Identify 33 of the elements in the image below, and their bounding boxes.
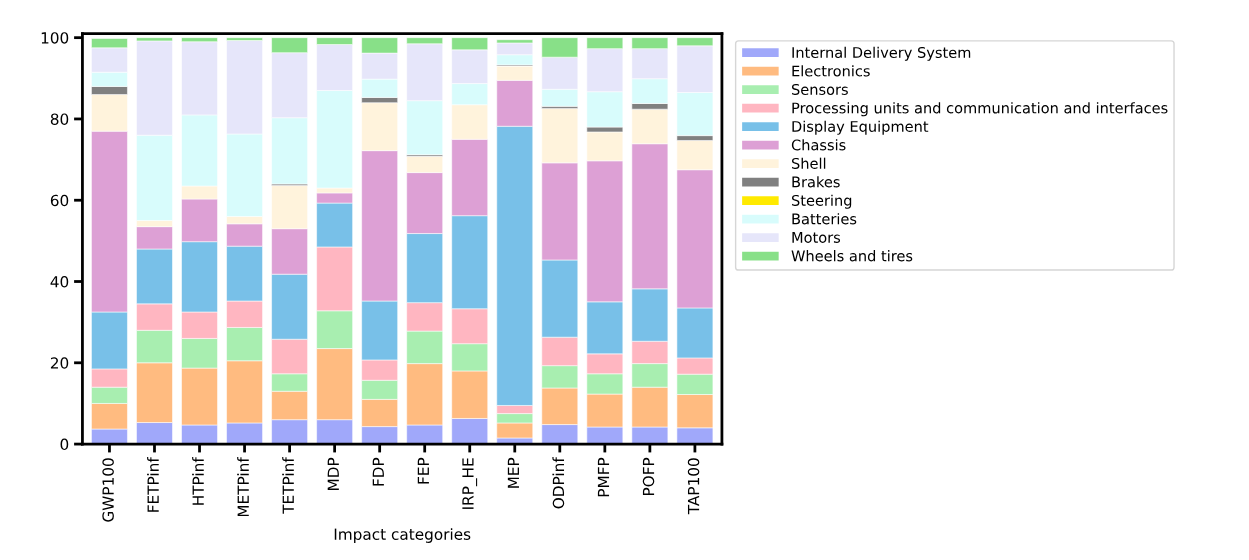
x-tick-label: FEP [417,457,429,484]
legend-label: Processing units and communication and interfaces [792,102,1168,117]
legend-label: Internal Delivery System [792,46,971,61]
y-tick-label: 60 [50,194,69,207]
x-tick-label: FETPinf [147,456,159,512]
x-tick-label: TETPinf [282,456,294,514]
legend-label: Batteries [792,213,857,225]
y-tick-label: 0 [60,438,69,451]
x-tick-label: MDP [327,457,339,490]
x-tick-label: METPinf [237,456,249,517]
legend-label: Electronics [792,65,870,77]
legend-label: Wheels and tires [791,250,913,262]
x-tick-label: HTPinf [192,456,204,505]
x-tick-label: GWP100 [102,458,114,522]
y-tick-label: 40 [50,275,69,288]
legend-label: Motors [792,232,841,243]
x-tick-label: ODPinf [552,456,565,509]
x-tick-label: PMFP [597,457,610,497]
x-tick-label: POFP [642,457,655,496]
legend-label: Chassis [791,139,846,151]
legend-label: Shell [791,157,826,169]
x-tick-label: MEP [507,457,519,488]
x-tick-label: FDP [372,457,384,486]
x-tick-label: TAP100 [687,458,700,515]
legend-label: Sensors [791,83,848,95]
x-axis-title: Impact categories [334,528,471,543]
legend-label: Display Equipment [792,120,929,135]
y-tick-label: 80 [50,113,69,125]
y-tick-label: 100 [41,32,69,44]
x-tick-label: IRP_HE [462,458,478,509]
y-tick-label: 20 [50,357,69,369]
legend-label: Steering [791,194,852,209]
legend-label: Brakes [792,176,840,188]
